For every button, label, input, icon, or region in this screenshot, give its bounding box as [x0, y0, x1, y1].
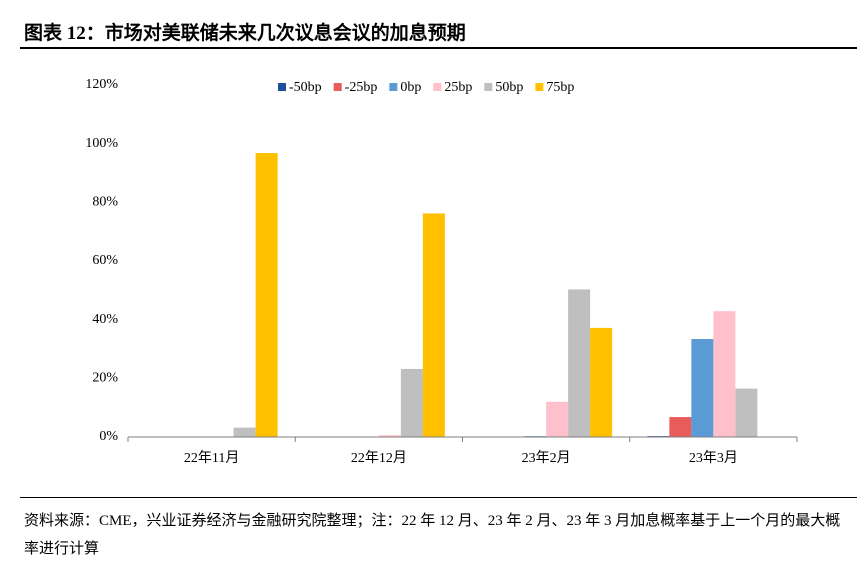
legend-swatch: [484, 83, 493, 91]
bar: [255, 153, 278, 437]
y-tick-label: 0%: [99, 429, 118, 444]
legend-swatch: [433, 83, 442, 91]
legend-label: -25bp: [345, 80, 378, 95]
legend-label: -50bp: [289, 80, 322, 95]
legend-label: 0bp: [400, 80, 421, 95]
bar: [568, 289, 591, 437]
bar: [233, 427, 256, 437]
bar: [713, 311, 736, 437]
legend-swatch: [389, 83, 398, 91]
bar: [735, 388, 758, 437]
bar: [546, 401, 569, 437]
y-tick-label: 20%: [92, 371, 118, 386]
bar: [590, 327, 613, 437]
legend-label: 25bp: [444, 80, 472, 95]
source-note: 资料来源：CME，兴业证券经济与金融研究院整理；注：22 年 12 月、23 年…: [24, 513, 841, 557]
bar: [400, 368, 423, 437]
legend-label: 50bp: [495, 80, 523, 95]
x-tick-label: 23年2月: [522, 450, 571, 466]
y-tick-label: 40%: [92, 312, 118, 327]
figure-title: 图表 12：市场对美联储未来几次议息会议的加息预期: [24, 23, 466, 44]
bar: [669, 417, 692, 437]
note-rule: [20, 497, 857, 498]
y-tick-label: 80%: [92, 195, 118, 210]
bar: [422, 213, 445, 437]
y-tick-label: 100%: [85, 136, 118, 151]
legend-swatch: [535, 83, 544, 91]
x-tick-label: 22年12月: [351, 450, 407, 466]
x-tick-label: 22年11月: [184, 450, 239, 466]
x-tick-label: 23年3月: [689, 450, 738, 466]
bar: [691, 339, 714, 437]
y-tick-label: 60%: [92, 253, 118, 268]
legend-swatch: [333, 83, 342, 91]
legend-swatch: [278, 83, 286, 91]
bar: [378, 435, 401, 437]
y-tick-label: 120%: [85, 77, 118, 92]
title-rule: [20, 47, 857, 49]
legend-label: 75bp: [546, 80, 574, 95]
chart: 0% 20% 40% 60% 80% 100% 120% 22年11月 22年12月 23年2月 2…: [85, 77, 798, 466]
